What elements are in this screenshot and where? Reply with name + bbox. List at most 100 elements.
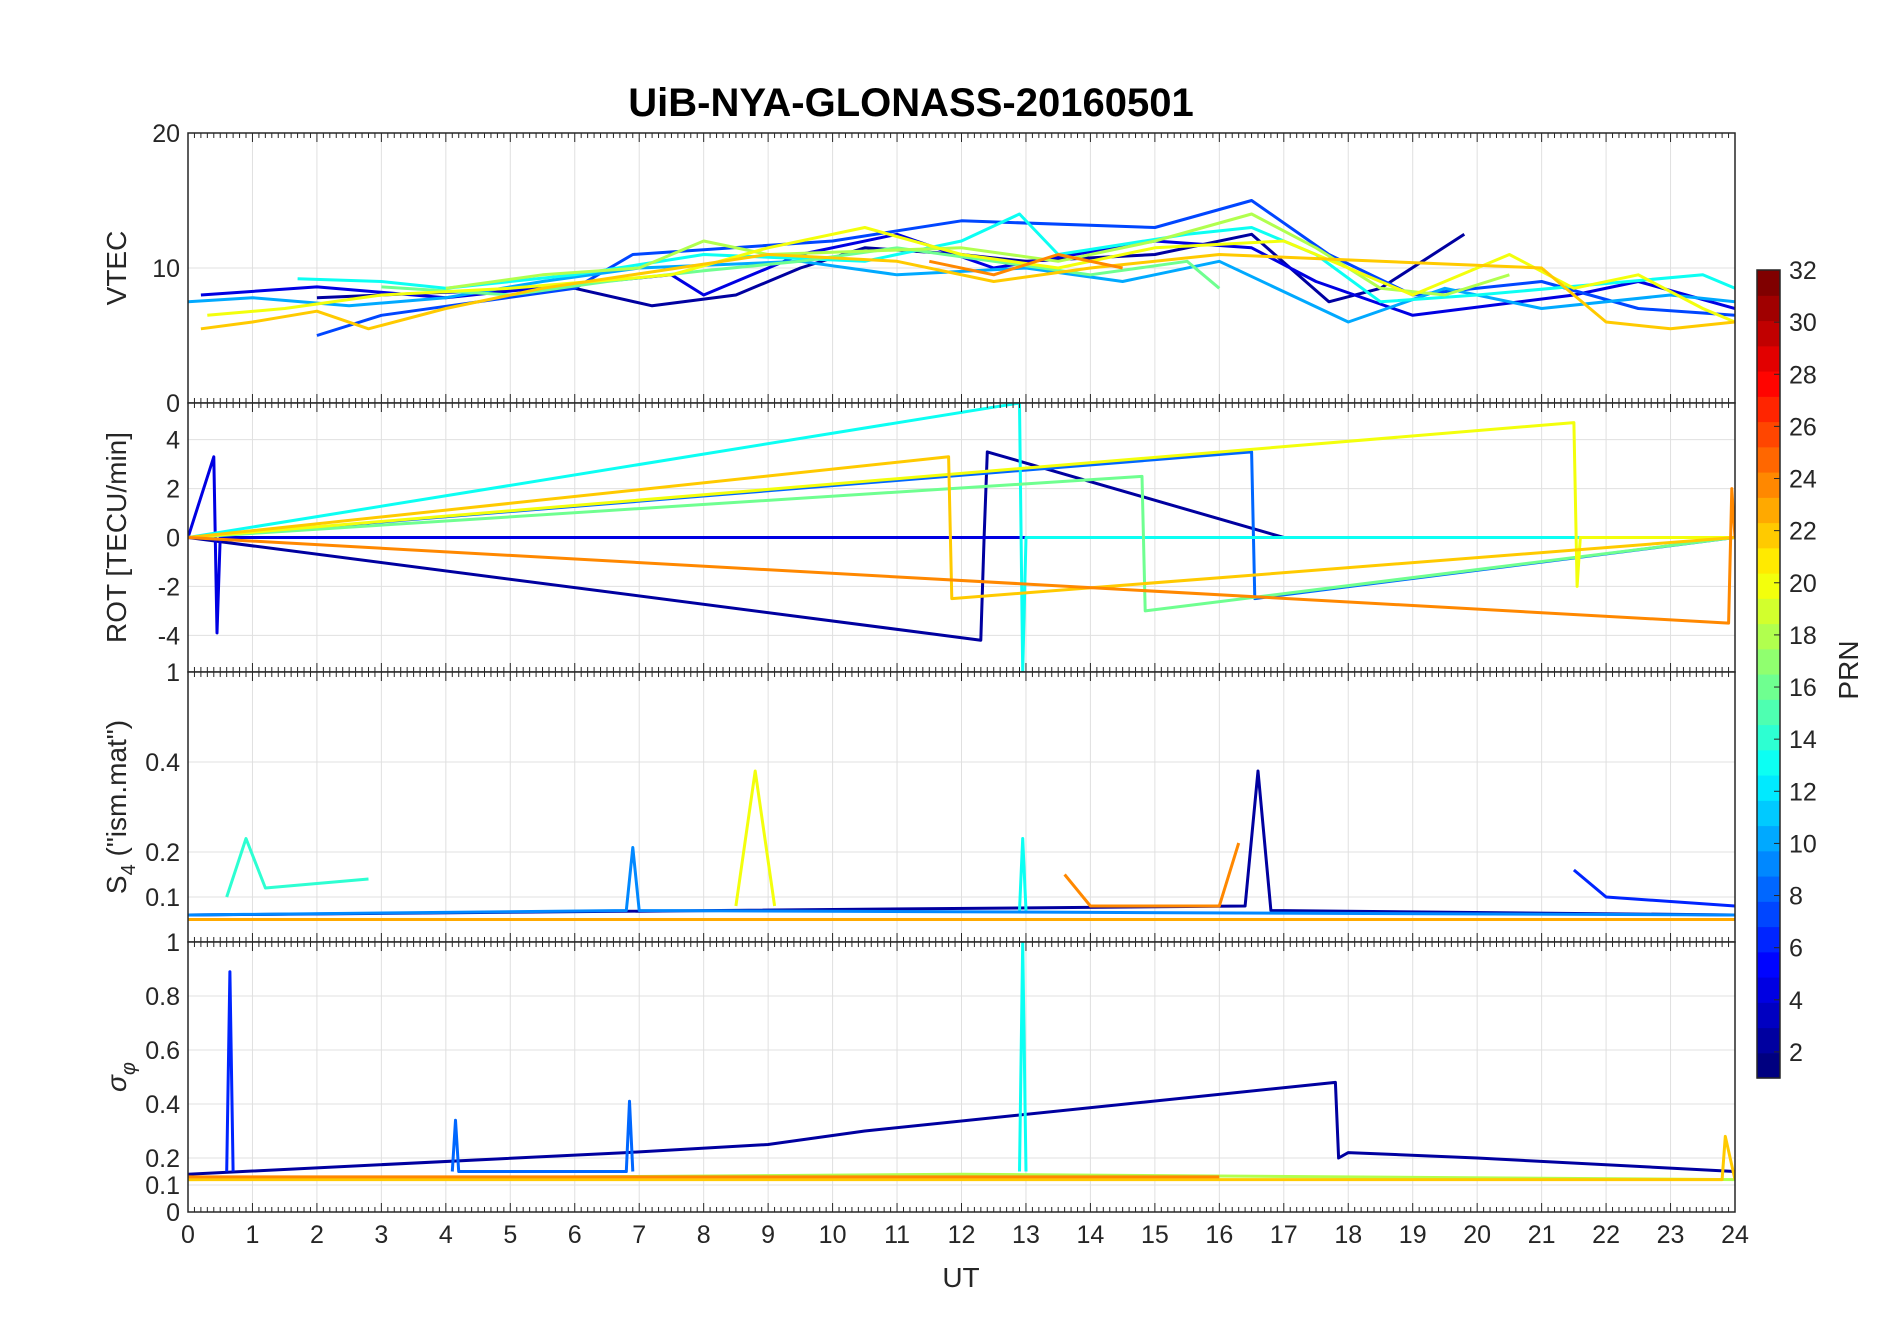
colorbar-segment — [1757, 446, 1780, 473]
y-tick-label: 0.4 — [145, 1091, 180, 1119]
panel-sigma_phi: 00.10.2 0.4 0.6 0.8 1 σφ — [101, 929, 1736, 1227]
colorbar-segment — [1757, 320, 1780, 347]
y-axis-label-part: σ — [101, 1074, 132, 1092]
colorbar-segment — [1757, 270, 1780, 296]
chart-title: UiB-NYA-GLONASS-20160501 — [628, 81, 1193, 125]
colorbar-label: PRN — [1833, 640, 1864, 699]
colorbar-segment — [1757, 573, 1780, 599]
y-tick-label: -2 — [158, 573, 180, 601]
series-line-prn-22 — [188, 455, 1735, 601]
colorbar-tick-label: 20 — [1789, 570, 1817, 598]
y-tick-label: 0 — [166, 1199, 180, 1227]
x-tick-label: 13 — [1012, 1221, 1040, 1249]
colorbar-tick-label: 30 — [1789, 309, 1817, 337]
y-axis-label-subscript: 4 — [118, 864, 140, 875]
y-tick-label: 0.4 — [145, 749, 180, 777]
colorbar-segment — [1757, 598, 1780, 625]
x-tick-label: 18 — [1334, 1221, 1362, 1249]
axes-box — [187, 941, 1736, 1213]
colorbar-segment — [1757, 623, 1780, 650]
y-tick-label: 0 — [166, 525, 180, 553]
panel-rot: -4 -2 0 2 4 0 ROT [TECU/min] — [101, 390, 1736, 673]
colorbar-tick-label: 10 — [1789, 830, 1817, 858]
y-tick-label: 20 — [152, 120, 180, 148]
y-tick-label: 10 — [152, 255, 180, 283]
colorbar-segment — [1757, 876, 1780, 902]
y-tick-label: 0 — [166, 390, 180, 418]
series-line-prn-8 — [450, 1099, 635, 1173]
x-tick-label: 8 — [697, 1221, 711, 1249]
series-line-prn-13 — [1018, 837, 1028, 911]
y-tick-label: 0.1 — [145, 1172, 180, 1200]
series-line-prn-6 — [1572, 868, 1735, 908]
x-tick-label: 1 — [246, 1221, 260, 1249]
colorbar-segment — [1757, 547, 1780, 574]
colorbar-tick-label: 4 — [1789, 987, 1803, 1015]
series-line-prn-20 — [188, 421, 1735, 588]
colorbar-tick-label: 18 — [1789, 622, 1817, 650]
series-line-prn-13 — [188, 403, 1735, 672]
colorbar-tick-label: 12 — [1789, 778, 1817, 806]
x-tick-label: 4 — [439, 1221, 453, 1249]
colorbar-segment — [1757, 522, 1780, 549]
colorbar-segment — [1757, 396, 1780, 423]
series-line-prn-2 — [188, 1080, 1735, 1176]
colorbar-segment — [1757, 497, 1780, 524]
colorbar-segment — [1757, 421, 1780, 448]
series-line-prn-24 — [188, 487, 1735, 625]
series-line-prn-20 — [734, 769, 777, 907]
y-axis-label-part: ("ism.mat") — [101, 720, 132, 864]
y-tick-label: 2 — [166, 476, 180, 504]
x-axis-label: UT — [942, 1262, 979, 1293]
colorbar-segment — [1757, 775, 1780, 801]
colorbar-segment — [1757, 749, 1780, 776]
y-axis-label: ROT [TECU/min] — [101, 432, 132, 643]
colorbar-tick-label: 26 — [1789, 413, 1817, 441]
series-line-prn-18 — [445, 212, 1510, 297]
x-tick-label: 14 — [1077, 1221, 1105, 1249]
x-tick-label: 3 — [374, 1221, 388, 1249]
series-line-prn-22 — [188, 1134, 1735, 1182]
x-tick-label: 6 — [568, 1221, 582, 1249]
series-line-prn-16 — [381, 246, 1221, 297]
x-tick-label: 19 — [1399, 1221, 1427, 1249]
colorbar-tick-label: 6 — [1789, 935, 1803, 963]
colorbar-segment — [1757, 1052, 1780, 1079]
x-tick-label: 22 — [1592, 1221, 1620, 1249]
series-line-prn-2 — [188, 769, 1735, 917]
x-tick-label: 9 — [761, 1221, 775, 1249]
series-line-prn-13 — [1018, 942, 1028, 1172]
y-axis-label-subscript: φ — [118, 1062, 140, 1075]
series-group — [188, 769, 1735, 921]
colorbar-segment — [1757, 699, 1780, 726]
x-tick-label: 23 — [1657, 1221, 1685, 1249]
x-tick-label: 20 — [1463, 1221, 1491, 1249]
y-tick-label: 0.2 — [145, 839, 180, 867]
y-tick-label: 0.6 — [145, 1037, 180, 1065]
colorbar-tick-label: 8 — [1789, 883, 1803, 911]
y-tick-label: 4 — [166, 427, 180, 455]
x-tick-label: 16 — [1205, 1221, 1233, 1249]
y-tick-label: 1 — [166, 659, 180, 687]
colorbar-segment — [1757, 951, 1780, 978]
y-tick-label: -4 — [158, 622, 180, 650]
colorbar-segment — [1757, 926, 1780, 953]
colorbar-segment — [1757, 1027, 1780, 1054]
x-tick-label: 17 — [1270, 1221, 1298, 1249]
colorbar-segment — [1757, 345, 1780, 372]
colorbar-tick-label: 2 — [1789, 1039, 1803, 1067]
x-tick-label: 11 — [884, 1221, 910, 1249]
colorbar-segment — [1757, 472, 1780, 498]
series-group — [188, 403, 1735, 672]
colorbar-tick-label: 32 — [1789, 257, 1817, 285]
series-line-prn-22 — [200, 253, 1735, 331]
colorbar-segment — [1757, 825, 1780, 852]
y-tick-label: 1 — [166, 929, 180, 957]
series-line-prn-24 — [1063, 842, 1241, 908]
series-line-prn-6 — [225, 970, 235, 1172]
panel-s4: 0.1 0.2 0.4 1 S4 ("ism.mat") — [101, 659, 1736, 943]
series-group — [188, 942, 1735, 1182]
colorbar-segment — [1757, 648, 1780, 675]
